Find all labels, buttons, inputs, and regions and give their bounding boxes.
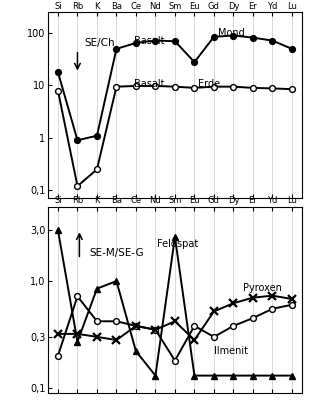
- Text: Mond: Mond: [218, 28, 244, 38]
- Text: Basalt: Basalt: [134, 79, 165, 89]
- Text: Pyroxen: Pyroxen: [243, 283, 282, 292]
- Text: SE/Ch: SE/Ch: [84, 38, 115, 48]
- Text: SE-M/SE-G: SE-M/SE-G: [89, 248, 144, 258]
- Text: Basalt: Basalt: [134, 36, 165, 45]
- Text: Feldspat: Feldspat: [157, 239, 199, 249]
- Text: Erde: Erde: [198, 79, 220, 89]
- Text: Ilmenit: Ilmenit: [214, 346, 248, 356]
